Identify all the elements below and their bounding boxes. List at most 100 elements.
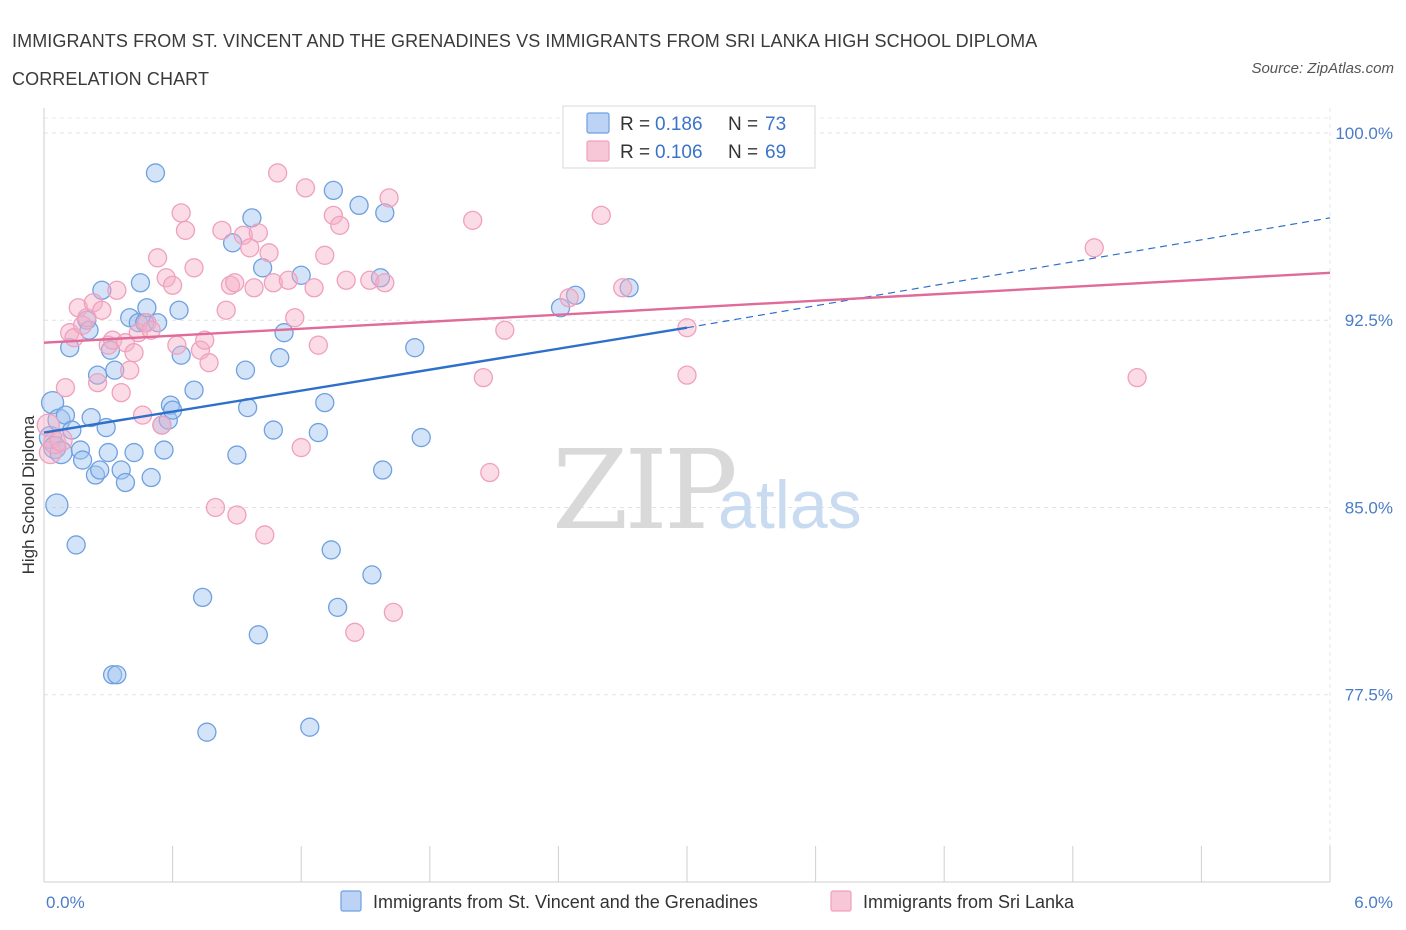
scatter-point-series-2 (255, 525, 275, 545)
scatter-point-series-2 (184, 258, 204, 278)
scatter-point-series-2 (473, 368, 494, 388)
legend-n-value-1: 73 (765, 114, 786, 135)
scatter-point-series-1 (315, 392, 335, 413)
scatter-point-series-1 (197, 722, 217, 742)
legend-r-value-2: 0.106 (655, 142, 703, 163)
scatter-point-series-2 (248, 223, 268, 243)
trend-line-series-1 (43, 326, 688, 434)
legend: R = 0.186 N = 73 R = 0.106 N = 69 (562, 105, 816, 169)
y-tick-labels: 77.5% 85.0% 92.5% 100.0% (1335, 124, 1393, 705)
scatter-point-series-1 (98, 442, 118, 463)
scatter-point-series-2 (308, 335, 328, 355)
scatter-point-series-2 (227, 505, 247, 525)
chart-title: IMMIGRANTS FROM ST. VINCENT AND THE GREN… (12, 22, 1037, 98)
scatter-point-series-1 (362, 565, 382, 585)
scatter-point-series-1 (169, 300, 189, 320)
y-axis-label: High School Diploma (19, 415, 38, 574)
x-tick-label: 0.0% (46, 893, 85, 912)
scatter-point-series-2 (383, 602, 404, 622)
y-tick-label: 92.5% (1345, 311, 1393, 330)
scatter-point-series-2 (156, 268, 176, 288)
scatter-point-series-2 (87, 372, 108, 393)
scatter-point-series-1 (171, 345, 191, 365)
scatter-point-series-1 (349, 195, 369, 216)
scatter-point-series-2 (677, 365, 697, 385)
scatter-point-series-1 (115, 472, 136, 493)
scatter-point-series-1 (235, 360, 256, 380)
scatter-point-series-2 (278, 270, 298, 290)
bottom-legend-swatch-series-2 (830, 890, 852, 912)
y-tick-label: 100.0% (1335, 124, 1393, 143)
scatter-point-series-1 (248, 625, 268, 645)
legend-r-label-1: R = (620, 114, 650, 135)
scatter-point-series-2 (199, 353, 219, 373)
scatter-point-series-2 (263, 273, 283, 293)
trend-line-series-2 (43, 271, 1331, 344)
scatter-point-series-2 (480, 462, 500, 483)
scatter-point-series-2 (330, 215, 350, 235)
scatter-point-series-2 (285, 308, 305, 328)
trend-lines (43, 217, 1331, 434)
scatter-point-series-2 (1084, 238, 1104, 258)
scatter-point-series-2 (240, 238, 260, 258)
scatter-point-series-1 (227, 445, 247, 465)
scatter-point-series-1 (147, 313, 168, 333)
scatter-point-series-1 (105, 360, 125, 380)
scatter-point-series-2 (267, 163, 288, 183)
scatter-point-series-2 (360, 270, 380, 290)
scatter-point-series-2 (591, 205, 611, 226)
series-2-points (36, 163, 1147, 642)
scatter-point-series-2 (55, 377, 76, 398)
watermark: ZIP atlas (552, 426, 862, 554)
scatter-point-series-2 (259, 243, 279, 263)
scatter-point-series-2 (111, 382, 131, 403)
scatter-point-series-1 (141, 467, 161, 488)
scatter-point-series-2 (375, 273, 395, 293)
scatter-point-series-1 (300, 717, 320, 737)
scatter-point-series-2 (171, 203, 191, 223)
scatter-point-series-1 (327, 597, 348, 618)
legend-swatch-series-2 (586, 140, 610, 162)
scatter-point-series-2 (152, 415, 172, 435)
scatter-point-series-1 (154, 440, 174, 460)
y-tick-label: 85.0% (1345, 498, 1393, 517)
scatter-point-series-1 (145, 163, 166, 183)
scatter-point-series-2 (167, 335, 187, 355)
legend-n-label-1: N = (728, 114, 758, 135)
scatter-point-series-2 (244, 278, 264, 298)
scatter-point-series-1 (184, 380, 204, 400)
scatter-point-series-1 (102, 665, 123, 685)
scatter-point-series-1 (372, 460, 393, 480)
watermark-zip: ZIP (552, 426, 735, 554)
chart-title-line2: CORRELATION CHART (12, 69, 210, 89)
scatter-point-series-2 (495, 320, 515, 340)
bottom-legend-label-series-1: Immigrants from St. Vincent and the Gren… (373, 892, 758, 912)
scatter-point-series-2 (205, 497, 226, 518)
scatter-point-series-2 (463, 210, 483, 231)
scatter-point-series-1 (263, 420, 283, 440)
scatter-point-series-1 (375, 203, 395, 223)
scatter-point-series-1 (90, 460, 110, 480)
scatter-point-series-2 (315, 245, 335, 265)
bottom-legend: Immigrants from St. Vincent and the Gren… (340, 890, 1075, 912)
scatter-point-series-1 (323, 180, 344, 201)
scatter-point-series-2 (141, 320, 161, 340)
scatter-point-series-2 (92, 300, 112, 320)
bottom-legend-label-series-2: Immigrants from Sri Lanka (863, 892, 1075, 912)
scatter-point-series-1 (72, 450, 93, 470)
scatter-point-series-1 (411, 427, 431, 448)
watermark-atlas: atlas (718, 467, 862, 543)
legend-swatch-series-1 (586, 112, 610, 134)
scatter-point-series-2 (1127, 368, 1147, 388)
scatter-point-series-1 (66, 535, 86, 555)
legend-n-label-2: N = (728, 142, 758, 163)
scatter-point-series-2 (120, 360, 140, 380)
x-tick-labels: 0.0% 6.0% (46, 893, 1393, 912)
scatter-point-series-2 (175, 220, 196, 240)
scatter-point-series-1 (405, 338, 425, 358)
source-credit: Source: ZipAtlas.com (1251, 60, 1394, 77)
scatter-point-series-2 (216, 300, 236, 320)
axes (43, 108, 1331, 883)
x-tick-label: 6.0% (1354, 893, 1393, 912)
scatter-point-series-2 (291, 437, 311, 458)
